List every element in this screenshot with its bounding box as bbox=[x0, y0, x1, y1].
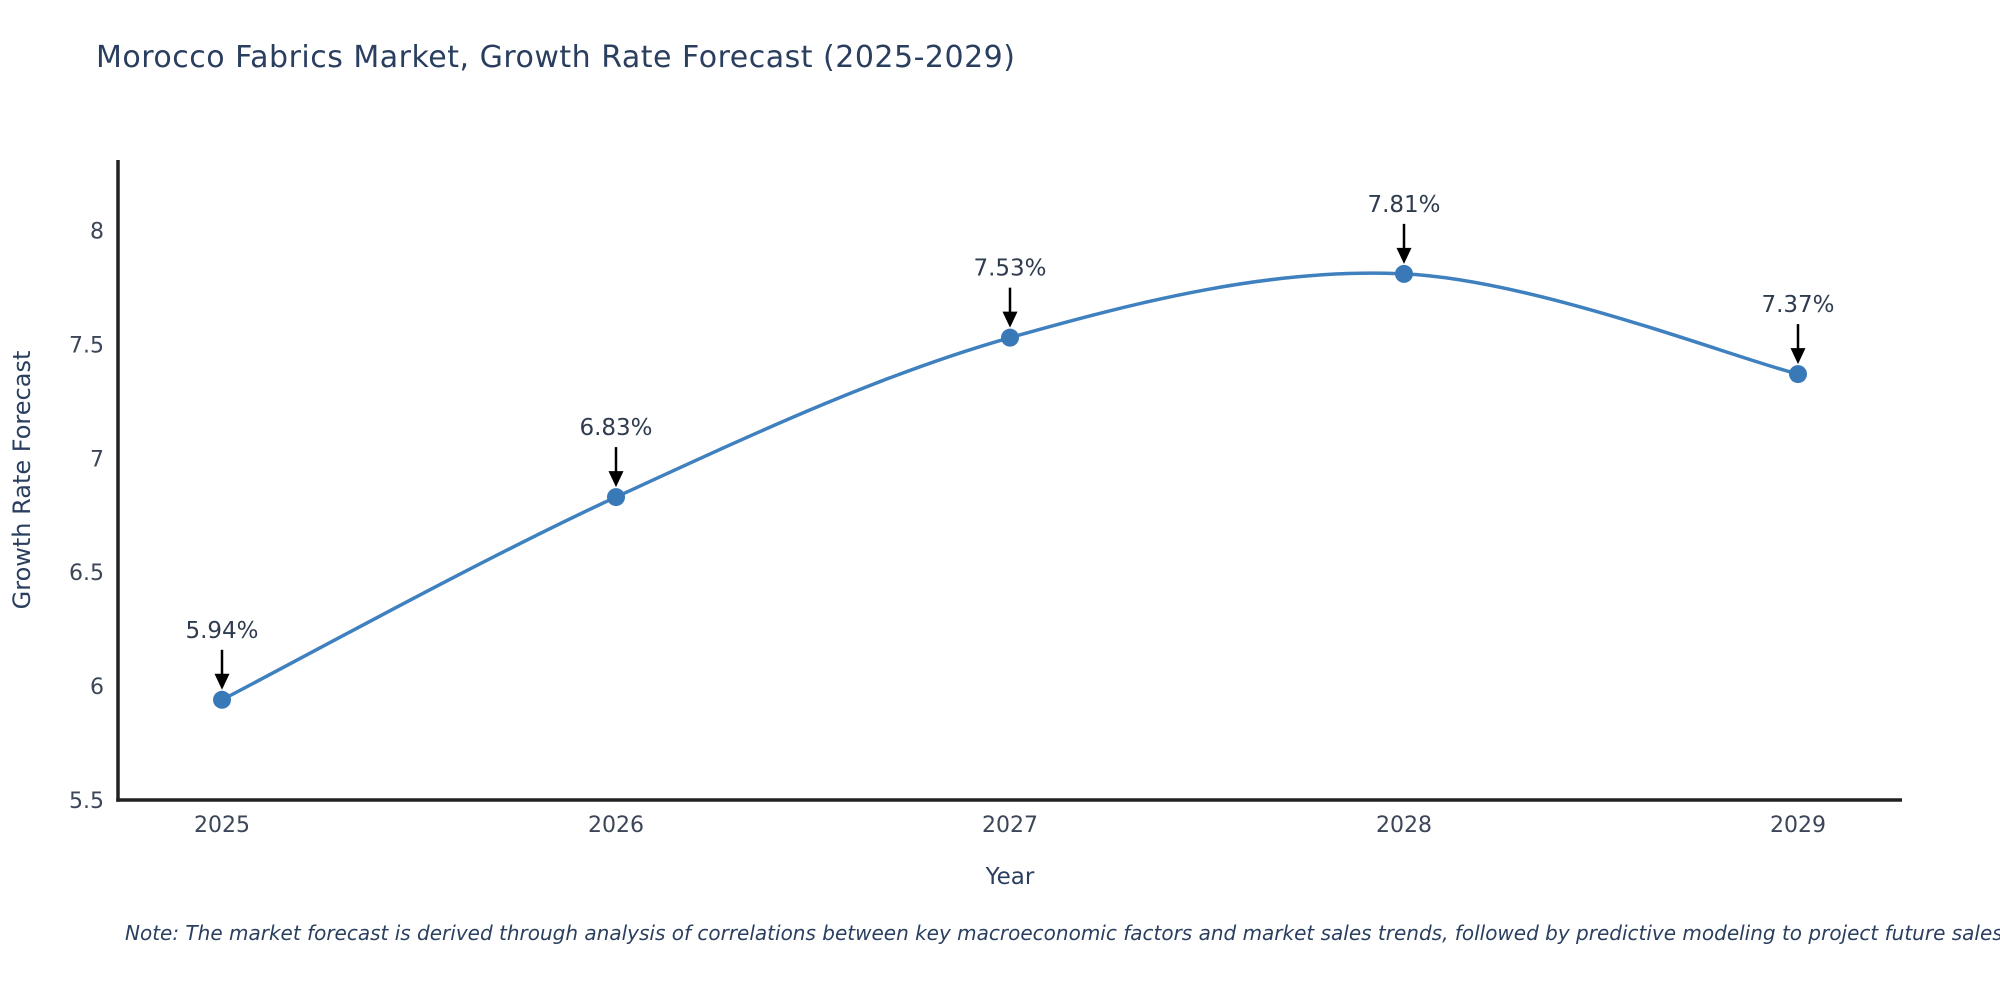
x-axis-title: Year bbox=[985, 864, 1035, 890]
annotation-arrow-head bbox=[1790, 348, 1806, 365]
y-tick-label: 5.5 bbox=[69, 789, 104, 814]
data-point-marker bbox=[1789, 365, 1807, 384]
x-tick-label: 2026 bbox=[588, 813, 644, 838]
y-tick-label: 7.5 bbox=[69, 333, 104, 358]
data-point-marker bbox=[1395, 264, 1413, 283]
data-point-label: 7.53% bbox=[973, 256, 1046, 282]
annotation-arrow-head bbox=[1396, 247, 1412, 264]
data-point-label: 6.83% bbox=[579, 415, 652, 441]
data-point-label: 7.37% bbox=[1761, 292, 1834, 318]
y-tick-label: 6.5 bbox=[69, 561, 104, 586]
data-point-marker bbox=[1001, 328, 1019, 347]
y-tick-label: 8 bbox=[90, 220, 104, 245]
x-tick-label: 2027 bbox=[982, 813, 1038, 838]
footnote: Note: The market forecast is derived thr… bbox=[125, 921, 2000, 945]
y-tick-label: 6 bbox=[90, 675, 104, 700]
annotation-arrow-head bbox=[214, 673, 230, 690]
data-point-label: 5.94% bbox=[185, 618, 258, 644]
data-point-label: 7.81% bbox=[1367, 192, 1440, 218]
data-point-marker bbox=[607, 488, 625, 507]
y-axis-title: Growth Rate Forecast bbox=[8, 351, 36, 610]
chart-title: Morocco Fabrics Market, Growth Rate Fore… bbox=[96, 40, 1016, 75]
data-point-marker bbox=[213, 690, 231, 709]
y-tick-label: 7 bbox=[90, 447, 104, 472]
x-tick-label: 2025 bbox=[194, 813, 250, 838]
annotation-arrow-head bbox=[608, 471, 624, 488]
x-tick-label: 2029 bbox=[1770, 813, 1826, 838]
x-tick-label: 2028 bbox=[1376, 813, 1432, 838]
annotation-arrow-head bbox=[1002, 311, 1018, 328]
